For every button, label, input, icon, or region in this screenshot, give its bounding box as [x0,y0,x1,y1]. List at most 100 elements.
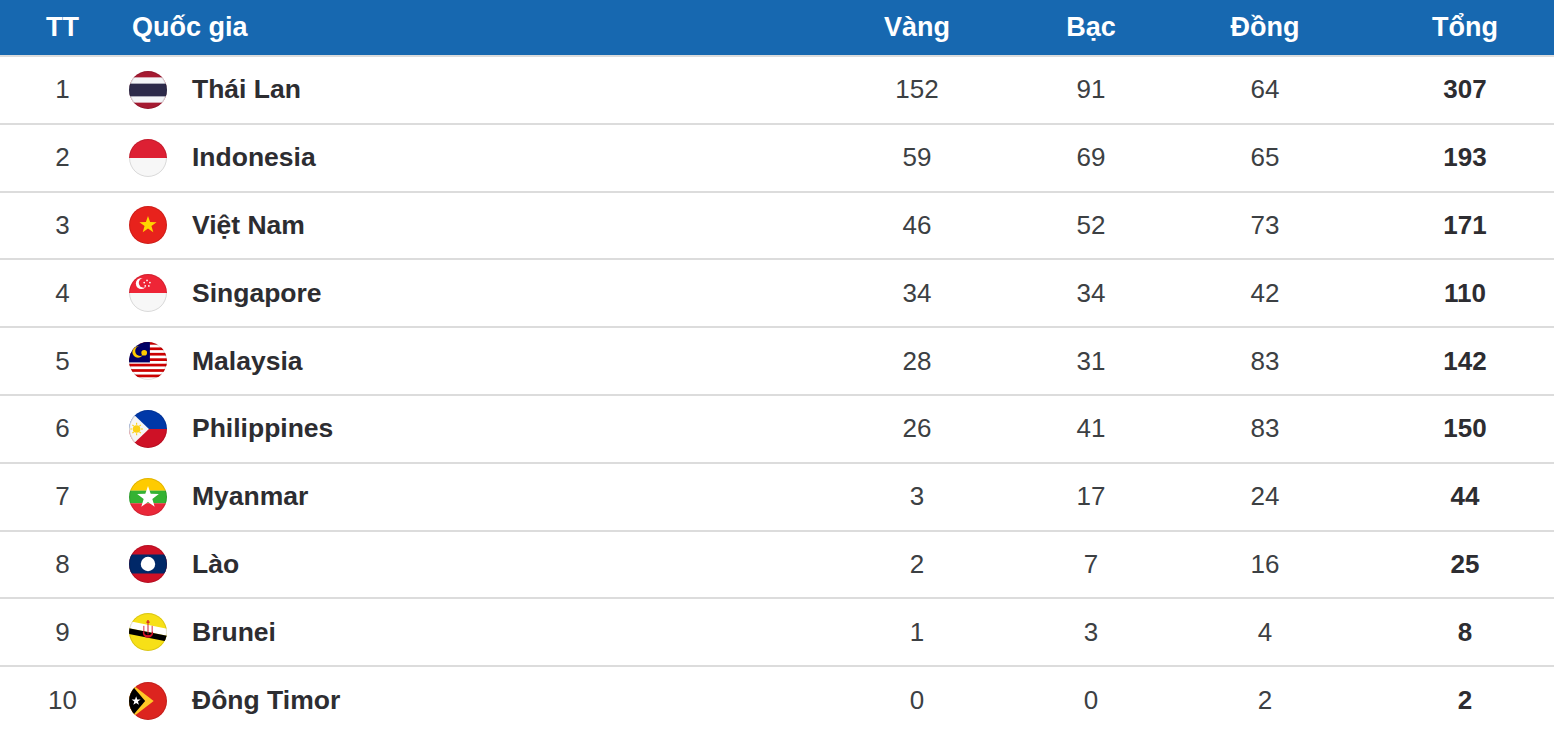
country-cell: Myanmar [125,463,830,531]
country-wrap: Lào [125,545,830,583]
country-name: Đông Timor [192,685,340,716]
country-name: Philippines [192,413,333,444]
table-row: 7 Myanmar 3 17 24 44 [0,463,1554,531]
gold-cell: 2 [830,531,1004,599]
country-wrap: Việt Nam [125,206,830,244]
table-row: 10 Đông Timor 0 0 2 2 [0,666,1554,734]
bronze-cell: 42 [1178,259,1352,327]
gold-cell: 59 [830,124,1004,192]
total-cell: 110 [1352,259,1554,327]
medal-table: TT Quốc gia Vàng Bạc Đồng Tổng 1 Thái La… [0,0,1554,734]
total-cell: 150 [1352,395,1554,463]
myanmar-flag-icon [129,478,167,516]
rank-cell: 5 [0,327,125,395]
silver-cell: 91 [1004,56,1178,124]
table-row: 1 Thái Lan 152 91 64 307 [0,56,1554,124]
east-timor-flag-icon [129,682,167,720]
rank-cell: 2 [0,124,125,192]
column-header-bronze: Đồng [1178,0,1352,56]
silver-cell: 34 [1004,259,1178,327]
rank-cell: 6 [0,395,125,463]
gold-cell: 0 [830,666,1004,734]
rank-cell: 1 [0,56,125,124]
total-cell: 142 [1352,327,1554,395]
rank-cell: 3 [0,192,125,260]
country-cell: Indonesia [125,124,830,192]
country-wrap: Brunei [125,613,830,651]
silver-cell: 52 [1004,192,1178,260]
silver-cell: 41 [1004,395,1178,463]
thailand-flag-icon [129,71,167,109]
singapore-flag-icon [129,274,167,312]
philippines-flag-icon [129,410,167,448]
country-cell: Đông Timor [125,666,830,734]
brunei-flag-icon [129,613,167,651]
silver-cell: 31 [1004,327,1178,395]
silver-cell: 7 [1004,531,1178,599]
rank-cell: 9 [0,598,125,666]
indonesia-flag-icon [129,139,167,177]
country-cell: Brunei [125,598,830,666]
bronze-cell: 83 [1178,395,1352,463]
silver-cell: 17 [1004,463,1178,531]
rank-cell: 8 [0,531,125,599]
silver-cell: 69 [1004,124,1178,192]
gold-cell: 34 [830,259,1004,327]
table-row: 8 Lào 2 7 16 25 [0,531,1554,599]
column-header-gold: Vàng [830,0,1004,56]
country-cell: Lào [125,531,830,599]
country-name: Lào [192,549,239,580]
country-name: Brunei [192,617,276,648]
column-header-total: Tổng [1352,0,1554,56]
rank-cell: 7 [0,463,125,531]
country-wrap: Malaysia [125,342,830,380]
bronze-cell: 64 [1178,56,1352,124]
country-name: Myanmar [192,481,308,512]
country-name: Việt Nam [192,210,305,241]
total-cell: 193 [1352,124,1554,192]
column-header-silver: Bạc [1004,0,1178,56]
table-row: 3 Việt Nam 46 52 73 171 [0,192,1554,260]
vietnam-flag-icon [129,206,167,244]
medal-table-body: 1 Thái Lan 152 91 64 307 2 Indonesia 59 … [0,56,1554,734]
bronze-cell: 65 [1178,124,1352,192]
total-cell: 171 [1352,192,1554,260]
gold-cell: 28 [830,327,1004,395]
header-row: TT Quốc gia Vàng Bạc Đồng Tổng [0,0,1554,56]
bronze-cell: 24 [1178,463,1352,531]
country-cell: Việt Nam [125,192,830,260]
country-cell: Singapore [125,259,830,327]
silver-cell: 0 [1004,666,1178,734]
country-wrap: Thái Lan [125,71,830,109]
country-cell: Malaysia [125,327,830,395]
bronze-cell: 16 [1178,531,1352,599]
silver-cell: 3 [1004,598,1178,666]
country-name: Singapore [192,278,322,309]
total-cell: 2 [1352,666,1554,734]
total-cell: 307 [1352,56,1554,124]
country-cell: Philippines [125,395,830,463]
country-wrap: Singapore [125,274,830,312]
country-name: Malaysia [192,346,303,377]
rank-cell: 10 [0,666,125,734]
gold-cell: 152 [830,56,1004,124]
country-wrap: Indonesia [125,139,830,177]
column-header-country: Quốc gia [125,0,830,56]
bronze-cell: 2 [1178,666,1352,734]
total-cell: 8 [1352,598,1554,666]
country-wrap: Philippines [125,410,830,448]
bronze-cell: 83 [1178,327,1352,395]
medal-table-header: TT Quốc gia Vàng Bạc Đồng Tổng [0,0,1554,56]
total-cell: 25 [1352,531,1554,599]
total-cell: 44 [1352,463,1554,531]
bronze-cell: 4 [1178,598,1352,666]
rank-cell: 4 [0,259,125,327]
country-cell: Thái Lan [125,56,830,124]
table-row: 2 Indonesia 59 69 65 193 [0,124,1554,192]
table-row: 5 Malaysia 28 31 83 142 [0,327,1554,395]
country-wrap: Myanmar [125,478,830,516]
laos-flag-icon [129,545,167,583]
table-row: 4 Singapore 34 34 42 110 [0,259,1554,327]
country-name: Indonesia [192,142,316,173]
country-name: Thái Lan [192,74,301,105]
